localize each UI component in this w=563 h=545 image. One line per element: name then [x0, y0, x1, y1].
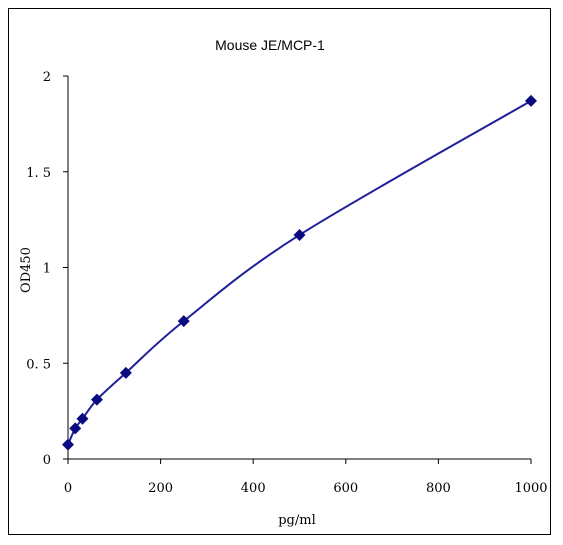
- data-point: [69, 422, 82, 435]
- data-point: [119, 366, 132, 379]
- y-tick-label: 1: [43, 262, 51, 277]
- chart-frame: [8, 8, 551, 535]
- data-point: [177, 315, 190, 328]
- y-tick-label: 0. 5: [26, 357, 51, 372]
- data-point: [525, 94, 537, 107]
- y-tick-label: 0: [43, 453, 51, 468]
- x-tick-label: 1000: [514, 481, 547, 496]
- chart-title: Mouse JE/MCP-1: [215, 37, 325, 53]
- x-tick-label: 0: [64, 481, 72, 496]
- x-axis-label: pg/ml: [278, 513, 316, 528]
- x-tick-label: 400: [241, 481, 266, 496]
- y-axis-label: OD450: [19, 247, 34, 293]
- x-tick-label: 200: [148, 481, 173, 496]
- plot-area: [62, 94, 537, 451]
- series-line: [67, 100, 532, 446]
- data-point: [76, 412, 89, 425]
- y-tick-label: 2: [43, 70, 51, 85]
- data-point: [293, 228, 306, 241]
- data-point: [90, 393, 103, 406]
- tick-labels: 0 200 400 600 800 1000 0 0. 5 1 1. 5 2: [26, 70, 547, 496]
- data-point: [62, 438, 74, 451]
- y-tick-label: 1. 5: [26, 166, 51, 181]
- x-tick-label: 600: [333, 481, 358, 496]
- x-tick-label: 800: [426, 481, 451, 496]
- axes: [63, 75, 532, 464]
